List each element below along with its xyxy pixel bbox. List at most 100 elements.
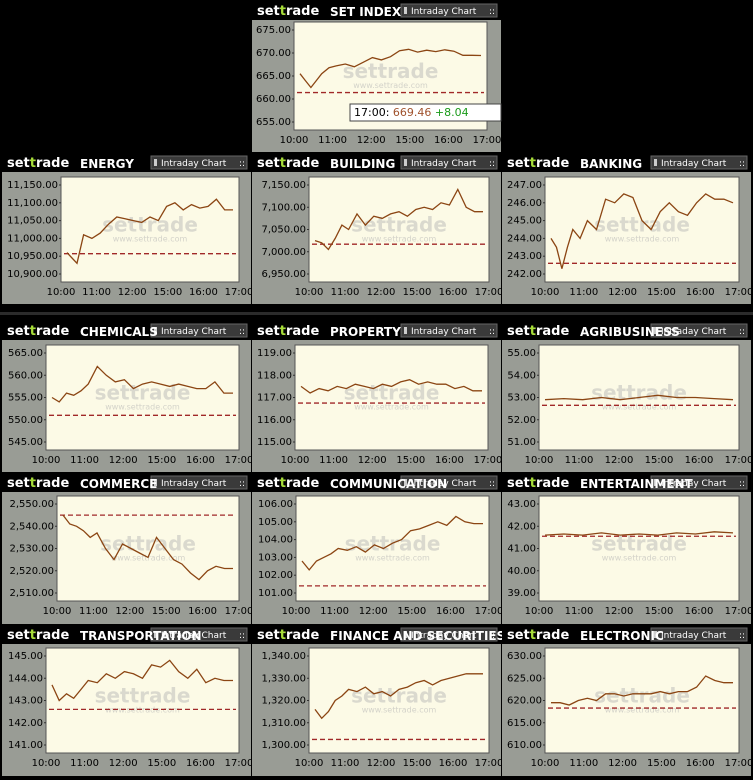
intraday-chart-button-bg[interactable] bbox=[400, 3, 498, 18]
bar-chart-icon bbox=[654, 327, 657, 334]
intraday-chart-button-bg[interactable] bbox=[650, 155, 748, 170]
chart-title: AGRIBUSINESS bbox=[580, 325, 680, 339]
intraday-chart-button-bg[interactable] bbox=[650, 627, 748, 642]
intraday-chart-button-bg[interactable] bbox=[150, 627, 248, 642]
y-tick-label: 245.00 bbox=[507, 216, 542, 227]
y-tick-label: 105.00 bbox=[258, 517, 293, 528]
watermark: settrade bbox=[344, 381, 440, 405]
intraday-chart-button-bg[interactable] bbox=[400, 323, 498, 338]
intraday-chart-button[interactable]: Intraday Chart:: bbox=[650, 155, 748, 170]
settrade-logo: settrade bbox=[257, 324, 319, 339]
intraday-chart-button[interactable]: Intraday Chart:: bbox=[150, 475, 248, 490]
y-tick-label: 565.00 bbox=[8, 348, 43, 359]
grip-icon: :: bbox=[739, 159, 745, 169]
intraday-chart-button[interactable]: Intraday Chart:: bbox=[400, 3, 498, 18]
y-tick-label: 655.00 bbox=[256, 117, 291, 128]
intraday-chart-button-label[interactable]: Intraday Chart bbox=[161, 479, 227, 489]
x-tick-label: 12:00 bbox=[608, 758, 637, 769]
chart-title: TRANSPORTATION bbox=[80, 629, 202, 643]
x-tick-label: 16:00 bbox=[189, 287, 218, 298]
settrade-logo-text: settrade bbox=[257, 628, 319, 643]
y-tick-label: 106.00 bbox=[258, 499, 293, 510]
x-tick-label: 11:00 bbox=[331, 287, 360, 298]
y-tick-label: 670.00 bbox=[256, 48, 291, 59]
x-tick-label: 12:00 bbox=[109, 455, 138, 466]
intraday-chart-button-label[interactable]: Intraday Chart bbox=[411, 479, 477, 489]
settrade-logo-text: settrade bbox=[507, 324, 569, 339]
x-tick-label: 15:00 bbox=[153, 287, 182, 298]
y-tick-label: 1,300.00 bbox=[261, 740, 306, 751]
x-tick-label: 15:00 bbox=[645, 455, 674, 466]
y-tick-label: 104.00 bbox=[258, 535, 293, 546]
intraday-chart-button-label[interactable]: Intraday Chart bbox=[661, 327, 727, 337]
chart-title: ENTERTAINMENT bbox=[580, 477, 694, 491]
intraday-chart-button[interactable]: Intraday Chart:: bbox=[150, 323, 248, 338]
intraday-chart-button-bg[interactable] bbox=[400, 155, 498, 170]
intraday-chart-button-label[interactable]: Intraday Chart bbox=[411, 327, 477, 337]
intraday-chart-button-label[interactable]: Intraday Chart bbox=[661, 159, 727, 169]
x-tick-label: 17:00 bbox=[725, 455, 753, 466]
y-tick-label: 665.00 bbox=[256, 71, 291, 82]
y-tick-label: 11,000.00 bbox=[7, 233, 58, 244]
intraday-chart-button[interactable]: Intraday Chart:: bbox=[650, 627, 748, 642]
intraday-chart-button[interactable]: Intraday Chart:: bbox=[650, 475, 748, 490]
intraday-chart-button-label[interactable]: Intraday Chart bbox=[161, 327, 227, 337]
x-tick-label: 15:00 bbox=[647, 758, 676, 769]
intraday-chart-button[interactable]: Intraday Chart:: bbox=[650, 323, 748, 338]
grip-icon: :: bbox=[239, 631, 245, 641]
intraday-chart-button-bg[interactable] bbox=[400, 627, 498, 642]
y-tick-label: 117.00 bbox=[257, 393, 292, 404]
grip-icon: :: bbox=[489, 631, 495, 641]
intraday-chart-button[interactable]: Intraday Chart:: bbox=[400, 155, 498, 170]
y-tick-label: 10,900.00 bbox=[7, 269, 58, 280]
y-tick-label: 2,510.00 bbox=[9, 588, 54, 599]
bar-chart-icon bbox=[154, 159, 157, 166]
x-tick-label: 12:00 bbox=[605, 606, 634, 617]
y-tick-label: 142.00 bbox=[8, 718, 43, 729]
x-tick-label: 16:00 bbox=[686, 287, 715, 298]
x-tick-label: 16:00 bbox=[439, 758, 468, 769]
y-tick-label: 242.00 bbox=[507, 269, 542, 280]
x-tick-label: 16:00 bbox=[685, 455, 714, 466]
intraday-chart-button[interactable]: Intraday Chart:: bbox=[400, 475, 498, 490]
intraday-chart-button[interactable]: Intraday Chart:: bbox=[400, 323, 498, 338]
intraday-chart-button-bg[interactable] bbox=[650, 323, 748, 338]
x-tick-label: 15:00 bbox=[152, 606, 181, 617]
intraday-chart-button-bg[interactable] bbox=[650, 475, 748, 490]
y-tick-label: 10,950.00 bbox=[7, 251, 58, 262]
intraday-chart-button-bg[interactable] bbox=[150, 475, 248, 490]
settrade-logo: settrade bbox=[257, 156, 319, 171]
intraday-chart-button-label[interactable]: Intraday Chart bbox=[411, 631, 477, 641]
y-tick-label: 610.00 bbox=[507, 740, 542, 751]
settrade-logo-text: settrade bbox=[257, 324, 319, 339]
intraday-chart-button-label[interactable]: Intraday Chart bbox=[661, 479, 727, 489]
intraday-chart-button-label[interactable]: Intraday Chart bbox=[411, 7, 477, 17]
intraday-chart-button-label[interactable]: Intraday Chart bbox=[661, 631, 727, 641]
intraday-chart-button-bg[interactable] bbox=[400, 475, 498, 490]
settrade-logo: settrade bbox=[7, 156, 69, 171]
intraday-chart-button[interactable]: Intraday Chart:: bbox=[150, 627, 248, 642]
intraday-chart-button-label[interactable]: Intraday Chart bbox=[411, 159, 477, 169]
x-tick-label: 17:00 bbox=[475, 287, 504, 298]
intraday-chart-button[interactable]: Intraday Chart:: bbox=[150, 155, 248, 170]
intraday-chart-button-bg[interactable] bbox=[150, 323, 248, 338]
x-tick-label: 12:00 bbox=[605, 455, 634, 466]
x-tick-label: 15:00 bbox=[397, 606, 426, 617]
intraday-chart-button-bg[interactable] bbox=[150, 155, 248, 170]
x-tick-label: 15:00 bbox=[645, 606, 674, 617]
x-tick-label: 17:00 bbox=[474, 455, 503, 466]
watermark-url: www.settrade.com bbox=[602, 554, 677, 563]
price-line bbox=[314, 187, 483, 251]
watermark: settrade bbox=[102, 213, 198, 237]
intraday-chart-button-label[interactable]: Intraday Chart bbox=[161, 159, 227, 169]
intraday-chart-button-label[interactable]: Intraday Chart bbox=[161, 631, 227, 641]
tooltip-time: 17:00: bbox=[354, 106, 393, 119]
y-tick-label: 101.00 bbox=[258, 588, 293, 599]
x-tick-label: 12:00 bbox=[359, 606, 388, 617]
y-tick-label: 118.00 bbox=[257, 370, 292, 381]
watermark: settrade bbox=[95, 684, 191, 708]
x-tick-label: 17:00 bbox=[225, 758, 254, 769]
settrade-logo-text: settrade bbox=[257, 476, 319, 491]
y-tick-label: 143.00 bbox=[8, 696, 43, 707]
intraday-chart-button[interactable]: Intraday Chart:: bbox=[400, 627, 498, 642]
